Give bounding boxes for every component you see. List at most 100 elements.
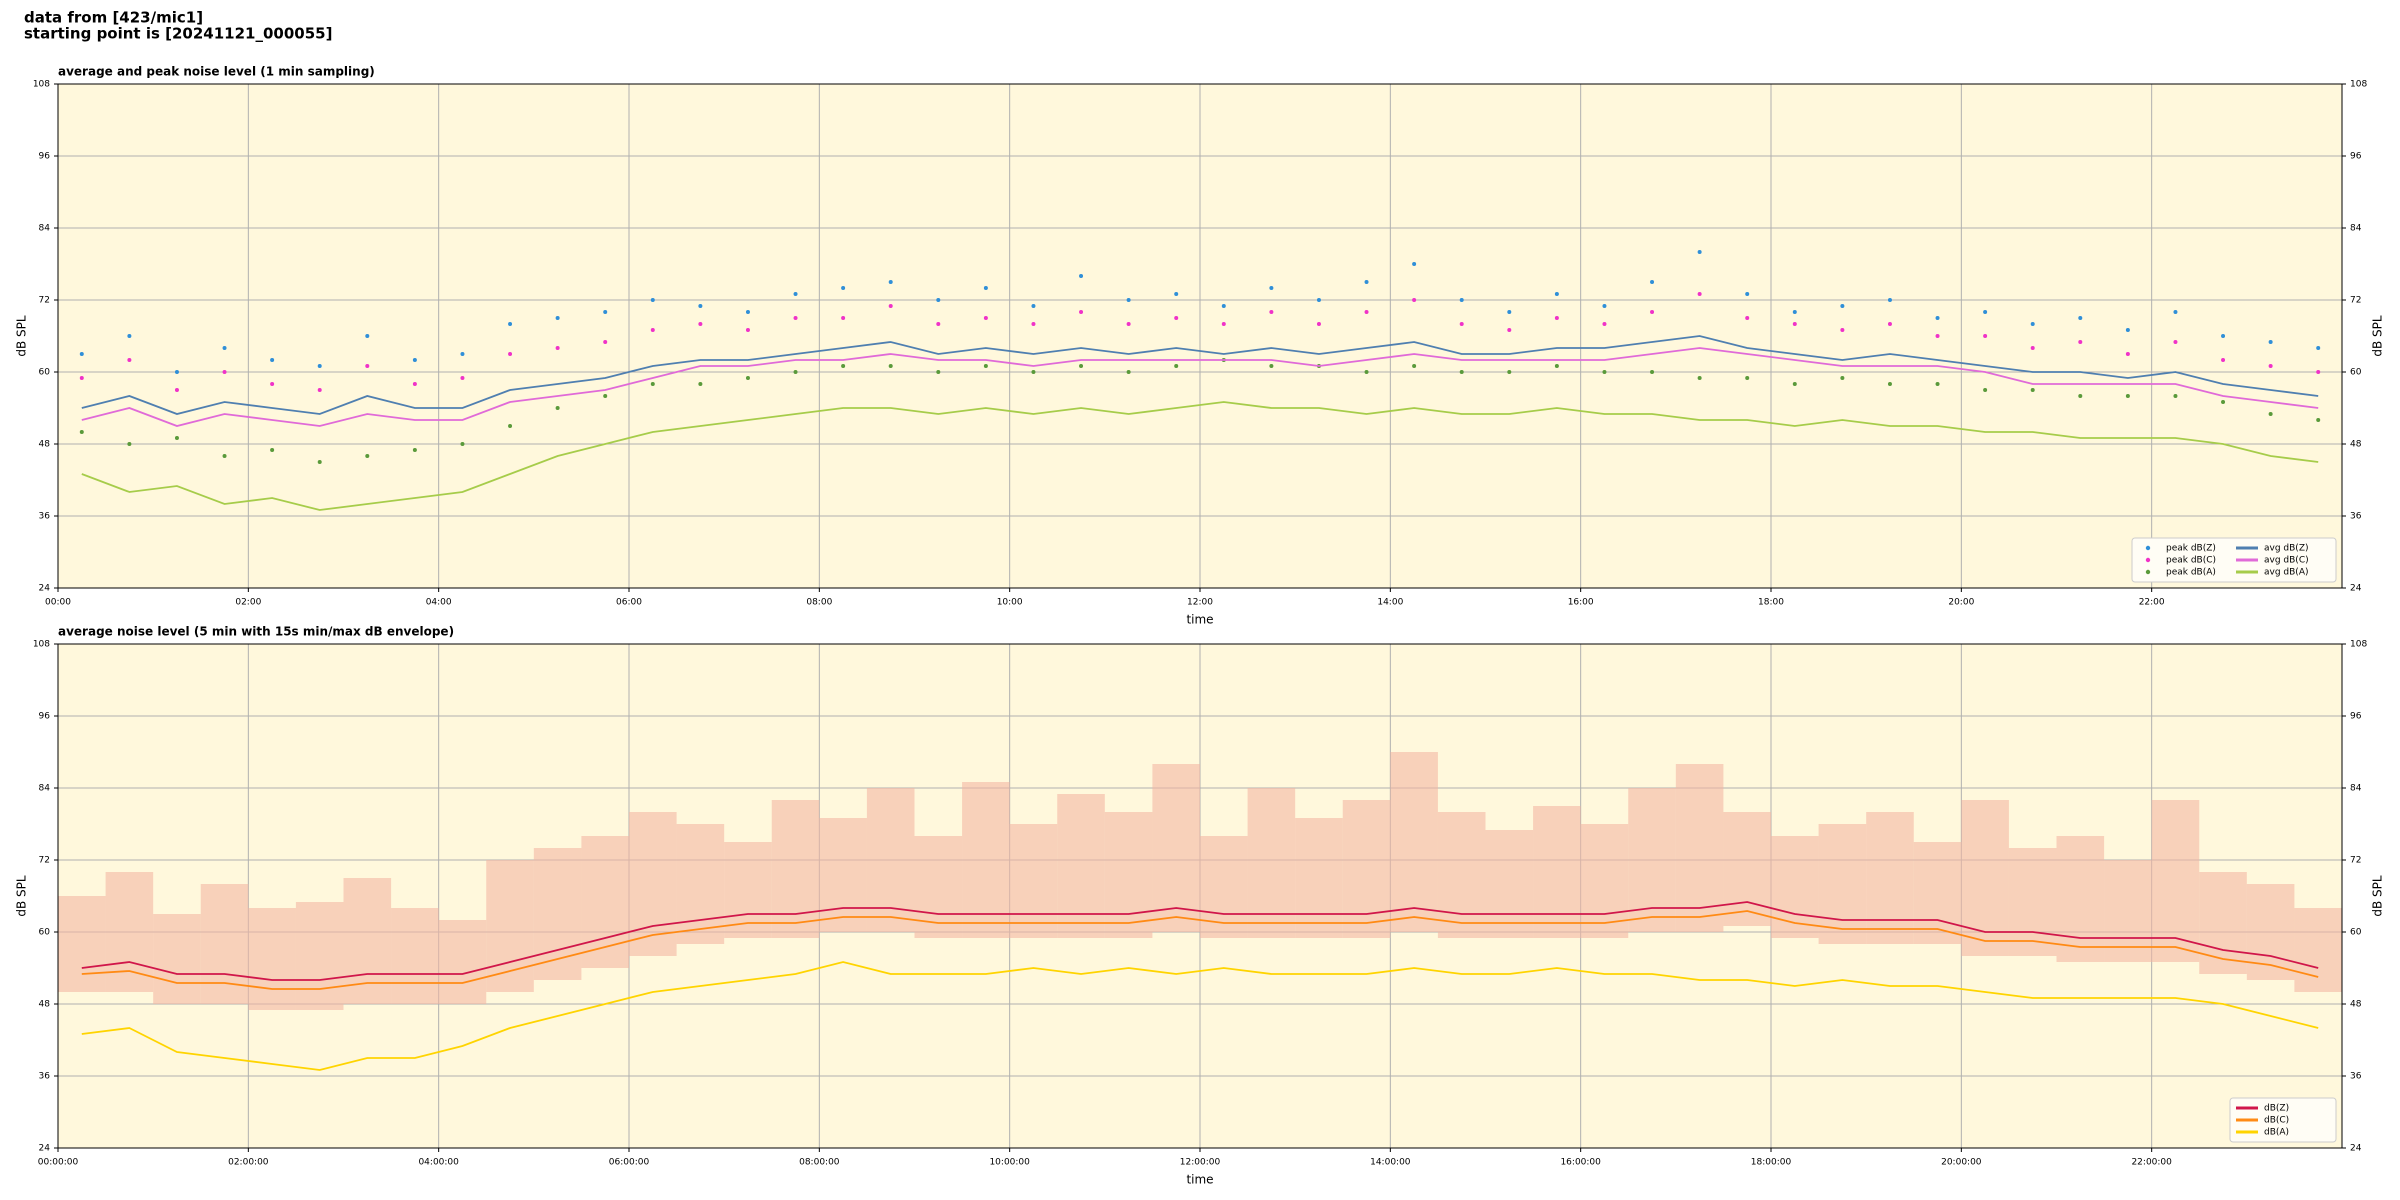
peak-point	[745, 328, 750, 332]
peak-point	[174, 388, 179, 392]
envelope-band	[1390, 752, 1438, 932]
envelope-band	[391, 908, 439, 1004]
x-tick-label: 16:00	[1568, 598, 1594, 608]
peak-point	[1126, 370, 1131, 374]
y-tick-label: 108	[33, 640, 50, 650]
envelope-band	[1913, 842, 1962, 944]
y-tick-label: 60	[39, 368, 51, 378]
y-axis-label: dB SPL	[15, 875, 29, 917]
peak-point	[1697, 250, 1702, 254]
peak-point	[1840, 328, 1845, 332]
peak-point	[460, 442, 465, 446]
envelope-band	[200, 884, 249, 1004]
envelope-band	[1342, 800, 1391, 938]
envelope-band	[2199, 872, 2247, 974]
peak-point	[508, 352, 513, 356]
peak-point	[2221, 358, 2226, 362]
peak-point	[2078, 316, 2083, 320]
peak-point	[1697, 376, 1702, 380]
peak-point	[1935, 382, 1940, 386]
x-axis-label: time	[1186, 613, 1213, 627]
peak-point	[1269, 364, 1274, 368]
peak-point	[79, 430, 84, 434]
series-line	[81, 961, 2319, 1071]
x-tick-label: 12:00:00	[1180, 1158, 1221, 1168]
peak-point	[2221, 334, 2226, 338]
envelope-band	[105, 872, 154, 992]
peak-point	[1316, 322, 1321, 326]
x-tick-label: 18:00	[1758, 598, 1784, 608]
peak-point	[555, 406, 560, 410]
peak-point	[1364, 280, 1369, 284]
peak-point	[1412, 298, 1417, 302]
peak-point	[1174, 364, 1179, 368]
x-tick-label: 02:00:00	[228, 1158, 269, 1168]
envelope-band	[581, 836, 629, 968]
peak-point	[2173, 394, 2178, 398]
peak-point	[1269, 286, 1274, 290]
envelope-band	[1580, 824, 1629, 938]
peak-point	[936, 298, 941, 302]
x-tick-label: 12:00	[1187, 598, 1213, 608]
legend-label: avg dB(C)	[2264, 556, 2309, 566]
peak-point	[2268, 412, 2273, 416]
x-tick-label: 18:00:00	[1751, 1158, 1792, 1168]
peak-point	[2221, 400, 2226, 404]
x-tick-label: 02:00	[235, 598, 261, 608]
y-axis-label: dB SPL	[2371, 315, 2385, 357]
envelope-band	[295, 902, 344, 1010]
peak-point	[983, 364, 988, 368]
peak-point	[1887, 298, 1892, 302]
legend-label: dB(A)	[2264, 1128, 2289, 1138]
peak-point	[1745, 292, 1750, 296]
peak-point	[127, 334, 132, 338]
peak-point	[1792, 322, 1797, 326]
legend-label: avg dB(A)	[2264, 568, 2308, 578]
peak-point	[1840, 376, 1845, 380]
envelope-band	[153, 914, 201, 1004]
peak-point	[317, 364, 322, 368]
figure-title: data from [423/mic1]	[24, 9, 203, 27]
x-tick-label: 14:00:00	[1370, 1158, 1411, 1168]
peak-point	[1031, 370, 1036, 374]
peak-point	[888, 280, 893, 284]
peak-point	[650, 298, 655, 302]
chart-title: average noise level (5 min with 15s min/…	[58, 625, 454, 639]
y-tick-label: 72	[39, 296, 50, 306]
peak-point	[603, 340, 608, 344]
peak-point	[2078, 394, 2083, 398]
peak-point	[412, 448, 417, 452]
peak-point	[841, 286, 846, 290]
peak-point	[1316, 298, 1321, 302]
y-tick-label: 60	[2350, 368, 2362, 378]
peak-point	[1031, 304, 1036, 308]
y-tick-label: 60	[2350, 928, 2362, 938]
peak-point	[1602, 370, 1607, 374]
peak-point	[1792, 310, 1797, 314]
y-tick-label: 84	[2350, 224, 2362, 234]
y-tick-label: 48	[39, 1000, 51, 1010]
envelope-band	[1057, 794, 1105, 938]
peak-point	[317, 388, 322, 392]
peak-point	[1887, 382, 1892, 386]
peak-point	[603, 310, 608, 314]
series-line	[81, 335, 2319, 415]
peak-point	[2125, 352, 2130, 356]
x-tick-label: 08:00:00	[799, 1158, 840, 1168]
peak-point	[79, 376, 84, 380]
peak-point	[222, 346, 227, 350]
peak-point	[222, 370, 227, 374]
peak-point	[174, 436, 179, 440]
peak-point	[650, 328, 655, 332]
x-tick-label: 20:00	[1948, 598, 1974, 608]
y-tick-label: 24	[39, 1144, 51, 1154]
peak-point	[2125, 394, 2130, 398]
x-tick-label: 06:00:00	[609, 1158, 650, 1168]
peak-point	[1507, 328, 1512, 332]
peak-point	[2030, 322, 2035, 326]
peak-point	[1554, 292, 1559, 296]
peak-point	[1031, 322, 1036, 326]
peak-point	[1554, 364, 1559, 368]
peak-point	[412, 358, 417, 362]
x-tick-label: 00:00	[45, 598, 71, 608]
